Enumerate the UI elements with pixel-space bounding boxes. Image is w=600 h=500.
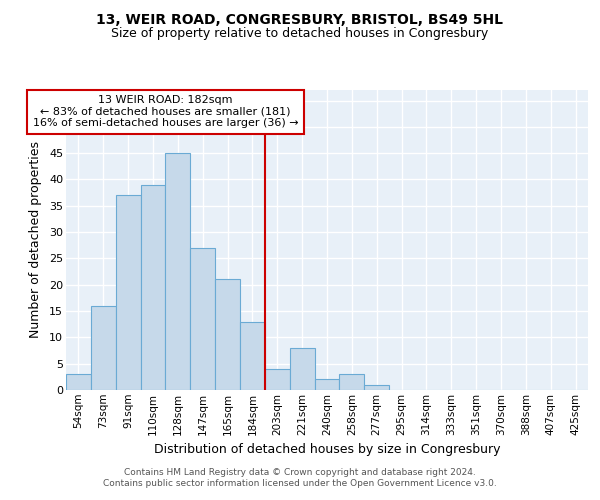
Text: Contains HM Land Registry data © Crown copyright and database right 2024.
Contai: Contains HM Land Registry data © Crown c… [103,468,497,487]
Bar [215,280,240,390]
Bar [66,374,91,390]
Bar [190,248,215,390]
Bar [265,369,290,390]
Text: 13 WEIR ROAD: 182sqm
← 83% of detached houses are smaller (181)
16% of semi-deta: 13 WEIR ROAD: 182sqm ← 83% of detached h… [32,96,298,128]
Bar [91,306,116,390]
Y-axis label: Number of detached properties: Number of detached properties [29,142,42,338]
Text: Size of property relative to detached houses in Congresbury: Size of property relative to detached ho… [112,28,488,40]
Bar [140,184,166,390]
X-axis label: Distribution of detached houses by size in Congresbury: Distribution of detached houses by size … [154,443,500,456]
Bar [314,380,340,390]
Bar [116,196,140,390]
Bar [364,384,389,390]
Bar [166,153,190,390]
Bar [340,374,364,390]
Text: 13, WEIR ROAD, CONGRESBURY, BRISTOL, BS49 5HL: 13, WEIR ROAD, CONGRESBURY, BRISTOL, BS4… [97,12,503,26]
Bar [240,322,265,390]
Bar [290,348,314,390]
